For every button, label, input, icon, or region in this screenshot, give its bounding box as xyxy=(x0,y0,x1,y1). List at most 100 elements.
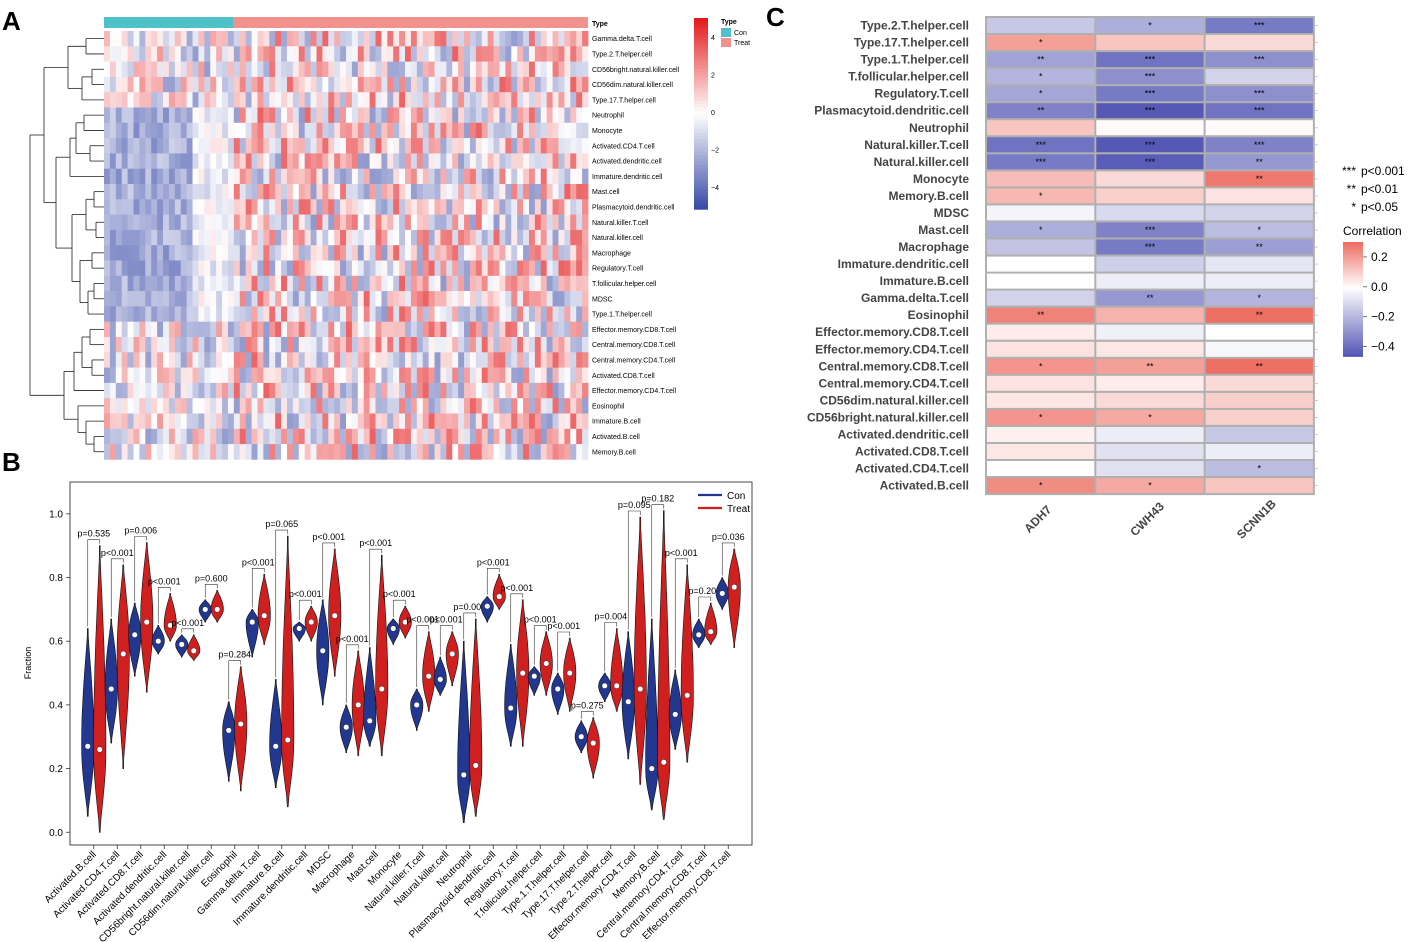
sig-legend-text: p<0.05 xyxy=(1361,200,1398,214)
color-key-step xyxy=(694,104,708,108)
heatmap-cell xyxy=(570,291,577,307)
heatmap-cell xyxy=(410,321,418,338)
heatmap-cell xyxy=(464,367,471,384)
heatmap-cell xyxy=(387,337,394,353)
heatmap-cell xyxy=(399,321,406,338)
heatmap-cell xyxy=(334,413,341,430)
heatmap-cell xyxy=(334,153,341,169)
heatmap-cell xyxy=(133,31,140,47)
violin-shape xyxy=(469,618,483,817)
heatmap-cell xyxy=(251,122,258,139)
heatmap-cell xyxy=(558,398,565,414)
heatmap-cell xyxy=(375,321,382,338)
heatmap-cell xyxy=(464,61,471,78)
heatmap-cell xyxy=(534,275,542,292)
heatmap-cell xyxy=(387,153,394,169)
heatmap-cell xyxy=(222,444,229,460)
heatmap-cell xyxy=(145,444,152,460)
heatmap-cell xyxy=(452,76,459,93)
correlation-cell xyxy=(1205,188,1313,204)
heatmap-cell xyxy=(369,138,376,154)
heatmap-cell xyxy=(375,153,382,169)
significance-mark: *** xyxy=(1254,106,1265,116)
heatmap-cell xyxy=(511,46,518,62)
heatmap-cell xyxy=(121,138,129,154)
heatmap-cell xyxy=(552,122,559,139)
heatmap-cell xyxy=(204,199,211,215)
correlation-cell xyxy=(1096,205,1204,221)
color-key-step xyxy=(694,49,708,54)
heatmap-cell xyxy=(487,138,494,154)
heatmap-cell xyxy=(239,275,247,292)
heatmap-cell xyxy=(109,199,117,215)
heatmap-cell xyxy=(216,428,223,445)
violin-shape xyxy=(704,602,718,645)
heatmap-cell xyxy=(251,199,258,215)
heatmap-cell xyxy=(534,428,542,445)
heatmap-cell xyxy=(357,61,365,78)
heatmap-cell xyxy=(440,184,447,200)
correlation-cell xyxy=(1096,290,1204,306)
heatmap-cell xyxy=(133,214,140,231)
heatmap-cell xyxy=(204,168,211,185)
row-label: Natural.killer.T.cell xyxy=(592,220,649,227)
heatmap-cell xyxy=(269,352,276,368)
heatmap-cell xyxy=(322,76,329,93)
heatmap-cell xyxy=(115,260,123,277)
heatmap-cell xyxy=(434,199,441,215)
heatmap-cell xyxy=(452,321,459,338)
heatmap-cell xyxy=(263,306,270,322)
median-point xyxy=(719,590,726,597)
heatmap-cell xyxy=(328,153,335,169)
color-key-step xyxy=(694,59,708,64)
heatmap-cell xyxy=(534,153,542,169)
heatmap-cell xyxy=(198,275,205,292)
heatmap-cell xyxy=(239,31,247,47)
heatmap-cell xyxy=(346,46,353,62)
heatmap-cell xyxy=(133,76,140,93)
heatmap-cell xyxy=(168,260,176,277)
heatmap-cell xyxy=(558,153,565,169)
heatmap-cell xyxy=(552,398,559,414)
heatmap-cell xyxy=(517,337,524,353)
color-key-step xyxy=(694,135,708,140)
correlation-cell xyxy=(1096,222,1204,238)
heatmap-cell xyxy=(458,122,465,139)
heatmap-cell xyxy=(281,107,288,124)
heatmap-cell xyxy=(534,138,542,154)
significance-mark: *** xyxy=(1035,157,1046,167)
correlation-cell xyxy=(1096,341,1204,357)
heatmap-cell xyxy=(222,428,229,445)
heatmap-cell xyxy=(316,76,323,93)
heatmap-cell xyxy=(481,31,489,47)
heatmap-cell xyxy=(416,138,424,154)
heatmap-cell xyxy=(180,291,188,307)
median-point xyxy=(272,743,279,750)
median-point xyxy=(402,619,409,626)
row-label: Plasmacytoid.dendritic.cell xyxy=(814,104,969,118)
heatmap-cell xyxy=(387,46,394,62)
heatmap-cell xyxy=(275,122,282,139)
heatmap-cell xyxy=(564,444,571,460)
color-key-step xyxy=(694,206,708,210)
heatmap-cell xyxy=(399,138,406,154)
heatmap-cell xyxy=(198,337,205,353)
heatmap-cell xyxy=(168,168,176,185)
heatmap-cell xyxy=(269,260,276,277)
heatmap-cell xyxy=(233,352,241,368)
heatmap-cell xyxy=(410,199,418,215)
heatmap-cell xyxy=(405,199,412,215)
heatmap-cell xyxy=(582,199,589,215)
heatmap-cell xyxy=(298,260,306,277)
heatmap-cell xyxy=(322,184,329,200)
heatmap-cell xyxy=(517,138,524,154)
significance-mark: * xyxy=(1039,481,1043,491)
heatmap-cell xyxy=(316,61,323,78)
heatmap-cell xyxy=(292,184,300,200)
heatmap-cell xyxy=(469,46,477,62)
heatmap-cell xyxy=(340,382,347,399)
heatmap-cell xyxy=(204,229,211,246)
heatmap-cell xyxy=(257,138,264,154)
heatmap-cell xyxy=(133,367,140,384)
correlation-cell xyxy=(1205,18,1313,33)
